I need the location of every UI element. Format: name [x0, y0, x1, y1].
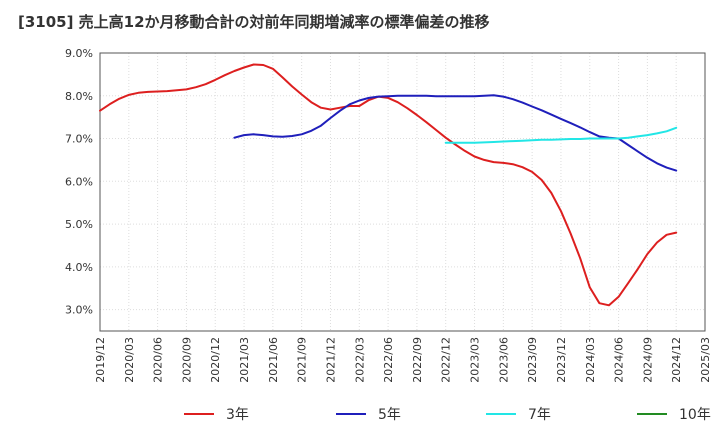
legend-label: 5年	[378, 407, 401, 423]
legend-label: 3年	[226, 407, 249, 423]
x-tick-label: 2020/03	[123, 337, 136, 383]
legend: 3年 5年 7年 10年	[184, 407, 711, 423]
chart-title: [3105] 売上高12か月移動合計の対前年同期増減率の標準偏差の推移	[18, 13, 490, 31]
y-tick-label: 6.0%	[65, 175, 93, 188]
x-tick-label: 2024/12	[670, 337, 683, 383]
x-tick-label: 2022/06	[382, 337, 395, 383]
x-tick-label: 2021/03	[238, 337, 251, 383]
plot-frame	[99, 52, 706, 332]
y-tick-label: 4.0%	[65, 261, 93, 274]
legend-label: 7年	[528, 407, 551, 423]
series-line-1	[233, 94, 678, 172]
y-tick-label: 3.0%	[65, 304, 93, 317]
grid	[99, 52, 706, 331]
x-tick-label: 2023/03	[469, 337, 482, 383]
x-tick-label: 2024/09	[641, 337, 654, 383]
y-tick-label: 7.0%	[65, 133, 93, 146]
x-tick-label: 2023/09	[526, 337, 539, 383]
legend-label: 10年	[679, 407, 711, 423]
x-tick-label: 2021/09	[296, 337, 309, 383]
x-tick-label: 2022/12	[440, 337, 453, 383]
x-tick-label: 2024/06	[613, 337, 626, 383]
y-tick-label: 5.0%	[65, 218, 93, 231]
x-tick-label: 2020/12	[209, 337, 222, 383]
x-tick-label: 2020/06	[152, 337, 165, 383]
y-tick-label: 9.0%	[65, 47, 93, 60]
series-line-0	[99, 63, 678, 307]
x-tick-label: 2025/03	[699, 337, 712, 383]
x-tick-label: 2019/12	[94, 337, 107, 383]
x-tick-label: 2024/03	[584, 337, 597, 383]
x-tick-label: 2023/06	[497, 337, 510, 383]
x-tick-label: 2021/06	[267, 337, 280, 383]
x-tick-label: 2021/12	[324, 337, 337, 383]
axes: 9.0% 8.0% 7.0% 6.0% 5.0% 4.0% 3.0% 2019/12 2020/…	[65, 47, 712, 383]
x-tick-label: 2023/12	[555, 337, 568, 383]
x-tick-label: 2022/09	[411, 337, 424, 383]
x-tick-label: 2022/03	[353, 337, 366, 383]
series-line-2	[444, 126, 678, 144]
x-tick-label: 2020/09	[180, 337, 193, 383]
series-lines	[99, 63, 678, 307]
y-tick-label: 8.0%	[65, 90, 93, 103]
